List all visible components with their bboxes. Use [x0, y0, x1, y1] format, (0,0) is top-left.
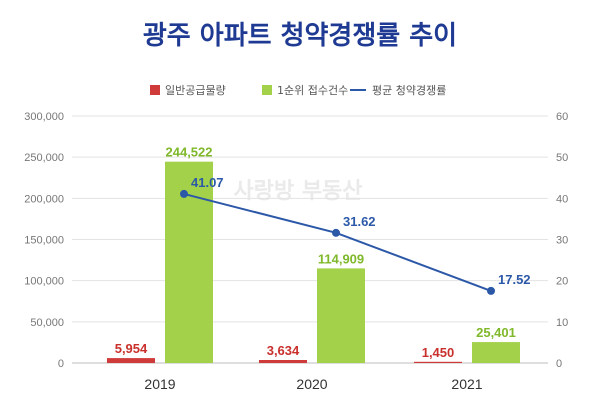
y-right-tick-label: 30	[556, 235, 568, 247]
bar-value-label: 25,401	[476, 325, 516, 340]
line-point	[180, 189, 188, 198]
line-value-label: 41.07	[191, 175, 224, 190]
y-right-tick-label: 20	[556, 276, 568, 288]
data-labels: 5,954 3,634 1,450 244,522 114,909 25,401 41.07…	[115, 145, 531, 360]
legend-label: 일반공급물량	[165, 83, 226, 97]
chart-title: 광주 아파트 청약경쟁률 추이	[143, 21, 457, 51]
legend-label: 평균 청약경쟁률	[372, 83, 446, 97]
bar-applications	[165, 161, 213, 363]
bar-applications	[317, 268, 365, 363]
legend-swatch	[150, 85, 160, 95]
y-left-tick-label: 300,000	[24, 111, 64, 123]
y-left-tick-label: 250,000	[24, 152, 64, 164]
bar-value-label: 1,450	[422, 345, 455, 360]
legend-swatch	[262, 85, 272, 95]
y-left-tick-label: 100,000	[24, 276, 64, 288]
x-tick-label: 2021	[451, 376, 482, 392]
y-left-tick-label: 150,000	[24, 235, 64, 247]
line-point	[332, 228, 340, 237]
line-value-label: 31.62	[343, 214, 376, 229]
bar-applications	[472, 342, 520, 363]
y-right-tick-label: 0	[556, 358, 562, 370]
bar-value-label: 3,634	[267, 343, 300, 358]
y-right-tick-label: 60	[556, 111, 568, 123]
y-right-tick-label: 40	[556, 193, 568, 205]
y-right-tick-label: 10	[556, 317, 568, 329]
x-tick-label: 2020	[296, 376, 327, 392]
bar-supply	[107, 358, 155, 363]
x-tick-label: 2019	[144, 376, 175, 392]
y-left-tick-label: 200,000	[24, 193, 64, 205]
bar-value-label: 244,522	[166, 145, 213, 160]
bar-supply	[259, 360, 307, 363]
bar-value-label: 5,954	[115, 341, 148, 356]
axes: 0 50,000 100,000 150,000 200,000 250,000 300,0…	[24, 111, 568, 392]
line-point	[487, 286, 495, 295]
grid	[72, 115, 548, 323]
line-series	[180, 189, 495, 295]
bar-supply	[414, 361, 462, 363]
watermark-text: 사랑방 부동산	[233, 179, 362, 204]
y-left-tick-label: 50,000	[30, 317, 64, 329]
line-value-label: 17.52	[498, 272, 531, 287]
legend-label: 1순위 접수건수	[277, 84, 348, 97]
legend: 일반공급물량 1순위 접수건수 평균 청약경쟁률	[150, 83, 446, 97]
y-right-tick-label: 50	[556, 152, 568, 164]
bar-value-label: 114,909	[318, 251, 364, 266]
y-left-tick-label: 0	[58, 358, 64, 370]
